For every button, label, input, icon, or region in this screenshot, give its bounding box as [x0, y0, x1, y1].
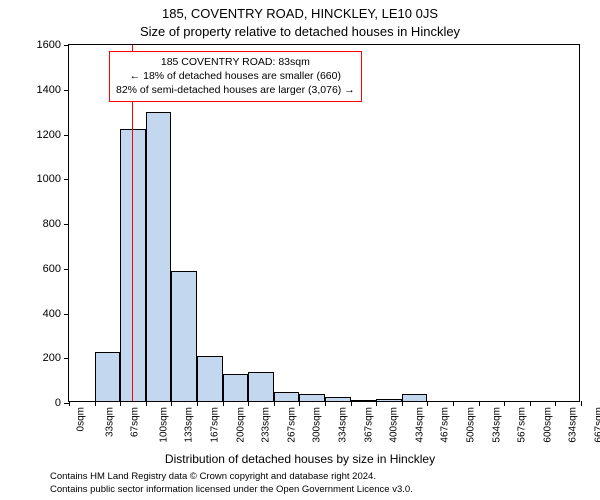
- histogram-bar: [274, 392, 300, 401]
- plot-area: 020040060080010001200140016000sqm33sqm67…: [68, 44, 580, 402]
- annotation-box: 185 COVENTRY ROAD: 83sqm← 18% of detache…: [109, 51, 362, 102]
- x-tick-label: 334sqm: [337, 407, 348, 443]
- x-tick-label: 133sqm: [184, 407, 195, 443]
- x-tick-label: 233sqm: [260, 407, 271, 443]
- x-tick: [171, 401, 172, 406]
- histogram-bar: [248, 372, 274, 401]
- x-tick: [555, 401, 556, 406]
- y-tick: [64, 358, 69, 359]
- y-tick-label: 600: [43, 263, 61, 275]
- x-tick-label: 167sqm: [209, 407, 220, 443]
- attribution-line2: Contains public sector information licen…: [50, 484, 413, 496]
- x-tick: [248, 401, 249, 406]
- annotation-line: 185 COVENTRY ROAD: 83sqm: [116, 55, 355, 69]
- y-tick: [64, 45, 69, 46]
- y-tick: [64, 135, 69, 136]
- x-tick-label: 200sqm: [235, 407, 246, 443]
- y-tick: [64, 179, 69, 180]
- x-tick: [351, 401, 352, 406]
- y-tick-label: 1600: [37, 39, 61, 51]
- x-tick: [453, 401, 454, 406]
- x-tick: [299, 401, 300, 406]
- y-tick-label: 1200: [37, 129, 61, 141]
- x-tick: [376, 401, 377, 406]
- y-tick: [64, 224, 69, 225]
- x-tick: [402, 401, 403, 406]
- title-line2: Size of property relative to detached ho…: [0, 24, 600, 39]
- x-tick-label: 0sqm: [76, 407, 87, 431]
- x-tick-label: 567sqm: [516, 407, 527, 443]
- x-tick: [69, 401, 70, 406]
- histogram-bar: [146, 112, 172, 401]
- x-tick: [274, 401, 275, 406]
- histogram-bar: [95, 352, 121, 401]
- histogram-bar: [351, 400, 377, 401]
- y-tick-label: 0: [55, 397, 61, 409]
- x-tick-label: 300sqm: [312, 407, 323, 443]
- x-tick-label: 600sqm: [542, 407, 553, 443]
- histogram-bar: [325, 397, 351, 401]
- title-line1: 185, COVENTRY ROAD, HINCKLEY, LE10 0JS: [0, 6, 600, 21]
- y-tick-label: 1000: [37, 173, 61, 185]
- x-tick-label: 33sqm: [104, 407, 115, 437]
- y-tick-label: 200: [43, 352, 61, 364]
- annotation-line: 82% of semi-detached houses are larger (…: [116, 83, 355, 97]
- x-tick: [581, 401, 582, 406]
- histogram-bar: [223, 374, 249, 401]
- attribution-line1: Contains HM Land Registry data © Crown c…: [50, 471, 413, 483]
- y-tick: [64, 90, 69, 91]
- histogram-bar: [171, 271, 197, 401]
- x-tick: [479, 401, 480, 406]
- x-tick-label: 267sqm: [286, 407, 297, 443]
- x-tick-label: 534sqm: [491, 407, 502, 443]
- x-tick-label: 467sqm: [440, 407, 451, 443]
- x-tick: [325, 401, 326, 406]
- x-tick: [504, 401, 505, 406]
- attribution-text: Contains HM Land Registry data © Crown c…: [50, 471, 413, 496]
- y-tick: [64, 269, 69, 270]
- x-tick: [197, 401, 198, 406]
- x-tick: [95, 401, 96, 406]
- y-tick: [64, 314, 69, 315]
- x-tick-label: 434sqm: [414, 407, 425, 443]
- x-tick: [427, 401, 428, 406]
- x-tick-label: 634sqm: [568, 407, 579, 443]
- x-axis-label: Distribution of detached houses by size …: [0, 452, 600, 466]
- x-tick: [223, 401, 224, 406]
- x-tick: [530, 401, 531, 406]
- x-tick-label: 367sqm: [363, 407, 374, 443]
- histogram-bar: [299, 394, 325, 401]
- x-tick: [120, 401, 121, 406]
- x-tick-label: 500sqm: [465, 407, 476, 443]
- x-tick-label: 667sqm: [593, 407, 600, 443]
- x-tick-label: 400sqm: [388, 407, 399, 443]
- x-tick-label: 67sqm: [130, 407, 141, 437]
- y-tick-label: 400: [43, 308, 61, 320]
- x-tick: [146, 401, 147, 406]
- chart-container: 185, COVENTRY ROAD, HINCKLEY, LE10 0JS S…: [0, 0, 600, 500]
- y-tick-label: 800: [43, 218, 61, 230]
- histogram-bar: [402, 394, 428, 401]
- annotation-line: ← 18% of detached houses are smaller (66…: [116, 69, 355, 83]
- x-tick-label: 100sqm: [158, 407, 169, 443]
- histogram-bar: [197, 356, 223, 401]
- histogram-bar: [376, 399, 402, 401]
- y-tick-label: 1400: [37, 84, 61, 96]
